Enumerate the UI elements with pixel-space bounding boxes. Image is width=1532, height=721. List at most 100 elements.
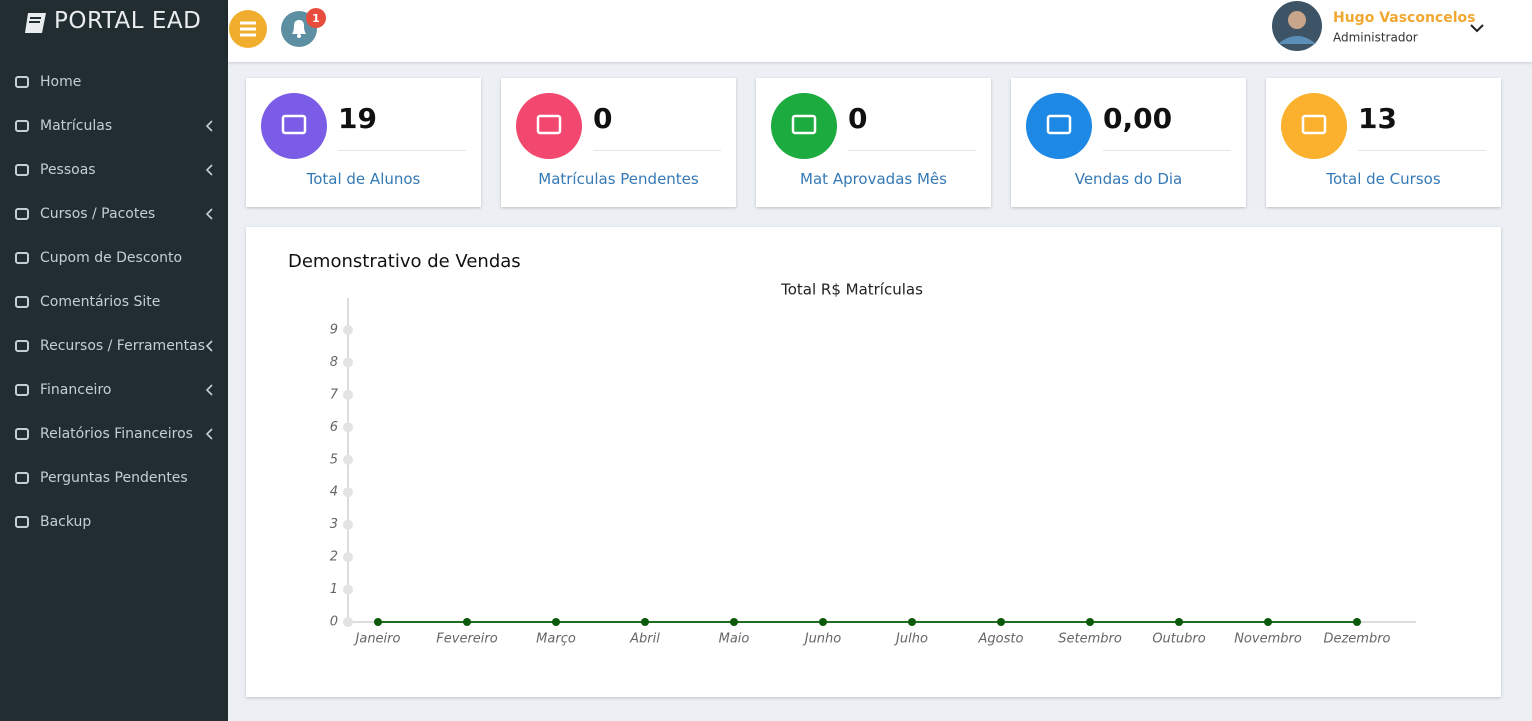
y-tick-label: 6 [330, 420, 338, 435]
card-value: 0 [848, 102, 868, 135]
card-value: 0 [593, 102, 613, 135]
menu-item[interactable]: Recursos / Ferramentas [0, 324, 228, 368]
menu-item[interactable]: Cursos / Pacotes [0, 192, 228, 236]
menu-item[interactable]: Comentários Site [0, 280, 228, 324]
submenu-chevron [205, 428, 213, 440]
y-tick-label: 2 [330, 550, 338, 565]
data-point [1264, 618, 1272, 626]
notification-badge: 1 [312, 12, 320, 25]
y-tick-label: 7 [330, 387, 339, 402]
submenu-chevron [205, 340, 213, 352]
data-point [997, 618, 1005, 626]
menu-item[interactable]: Matrículas [0, 104, 228, 148]
user-role: Administrador [1333, 31, 1418, 45]
menu-label: Cursos / Pacotes [40, 206, 156, 222]
logo[interactable]: PORTAL EAD [54, 8, 202, 34]
menu-icon [15, 208, 29, 220]
y-tick-mark [343, 552, 353, 563]
chevron [205, 208, 213, 220]
menu-item[interactable]: Perguntas Pendentes [0, 456, 228, 500]
data-point [374, 618, 382, 626]
card-rule [848, 150, 976, 151]
menu-icon [15, 120, 29, 132]
chart-title: Total R$ Matrículas [780, 281, 923, 299]
data-point [552, 618, 560, 626]
stat-card: 19 Total de Alunos [246, 78, 481, 207]
user-menu[interactable]: Hugo Vasconcelos Administrador [1272, 1, 1484, 51]
card-icon [1281, 93, 1347, 159]
card-icon [1026, 93, 1092, 159]
logo-icon [25, 13, 46, 33]
x-tick-label: Setembro [1058, 632, 1122, 647]
menu-icon [15, 296, 29, 308]
menu-icon [15, 516, 29, 528]
icon-shape [791, 114, 817, 135]
data-point [908, 618, 916, 626]
menu-label: Matrículas [40, 118, 113, 134]
data-point [463, 618, 471, 626]
icon-shape [15, 296, 29, 308]
menu-label: Recursos / Ferramentas [40, 338, 206, 354]
icon-shape [536, 114, 562, 135]
card-value: 13 [1358, 102, 1397, 135]
menu-toggle[interactable] [229, 10, 267, 48]
sidebar: PORTAL EAD Home Matrículas Pessoas Cursos /… [0, 0, 228, 721]
x-tick-label: Fevereiro [436, 632, 497, 647]
card-rule [1358, 150, 1486, 151]
menu-icon [15, 472, 29, 484]
x-tick-label: Janeiro [353, 632, 401, 647]
icon-shape [15, 252, 29, 264]
y-tick-mark [343, 454, 353, 465]
y-tick-label: 0 [330, 615, 338, 630]
menu-label: Relatórios Financeiros [40, 426, 193, 442]
icon-shape [15, 120, 29, 132]
y-tick-mark [343, 325, 353, 335]
icon-shape [15, 164, 29, 176]
menu-label: Financeiro [40, 382, 112, 398]
icon-shape [1301, 114, 1327, 135]
menu-label: Backup [40, 514, 92, 530]
y-tick-label: 4 [330, 485, 338, 500]
menu-icon [15, 164, 29, 176]
x-tick-label: Julho [893, 632, 928, 647]
x-tick-label: Agosto [978, 632, 1024, 647]
icon-glyph [791, 114, 817, 135]
card-label[interactable]: Total de Cursos [1326, 170, 1441, 188]
submenu-chevron [205, 384, 213, 396]
x-tick-label: Junho [802, 632, 842, 647]
chevron [205, 428, 213, 440]
y-tick-mark [343, 519, 353, 530]
menu-item[interactable]: Home [0, 60, 228, 104]
menu-label: Perguntas Pendentes [40, 470, 188, 486]
submenu-chevron [205, 120, 213, 132]
menu-icon [15, 384, 29, 396]
menu-item[interactable]: Relatórios Financeiros [0, 412, 228, 456]
x-tick-label: Outubro [1152, 632, 1205, 647]
card-label[interactable]: Matrículas Pendentes [538, 170, 699, 188]
panel-title: Demonstrativo de Vendas [288, 251, 521, 272]
card-label[interactable]: Vendas do Dia [1074, 170, 1183, 188]
chevron [205, 120, 213, 132]
menu-icon [15, 428, 29, 440]
icon-shape [1046, 114, 1072, 135]
menu-item[interactable]: Backup [0, 500, 228, 544]
submenu-chevron [205, 208, 213, 220]
notifications-button[interactable]: 1 [281, 8, 326, 47]
y-tick-mark [343, 617, 353, 627]
card-label[interactable]: Mat Aprovadas Mês [800, 170, 947, 188]
y-tick-mark [343, 389, 353, 400]
y-tick-label: 8 [330, 355, 338, 370]
menu-item[interactable]: Pessoas [0, 148, 228, 192]
card-label[interactable]: Total de Alunos [306, 170, 421, 188]
menu-item[interactable]: Financeiro [0, 368, 228, 412]
menu-label: Home [40, 74, 82, 90]
data-point [1086, 618, 1094, 626]
x-tick-label: Dezembro [1323, 632, 1390, 647]
data-point [730, 618, 738, 626]
menu-item[interactable]: Cupom de Desconto [0, 236, 228, 280]
card-value: 0,00 [1103, 102, 1173, 135]
card-rule [593, 150, 721, 151]
icon-glyph [1301, 114, 1327, 135]
icon-shape [15, 428, 29, 440]
